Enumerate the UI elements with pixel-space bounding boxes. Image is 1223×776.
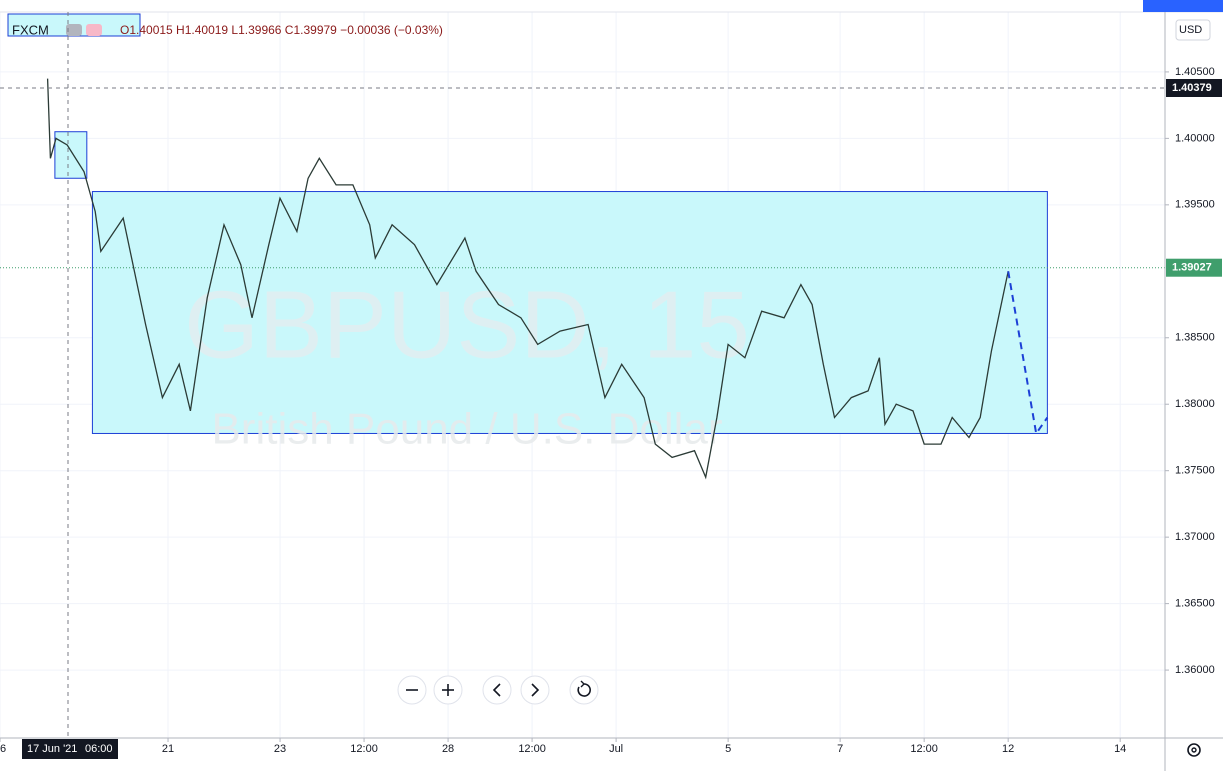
legend-button[interactable] <box>66 24 82 36</box>
toolbar-button[interactable] <box>1143 0 1223 12</box>
price-tag-label: 1.40379 <box>1172 82 1212 94</box>
x-tick-label: 12:00 <box>350 743 378 755</box>
watermark: GBPUSD, 15 <box>184 271 750 378</box>
price-line <box>46 78 1009 480</box>
ohlc: O1.40015 H1.40019 L1.39966 C1.39979 −0.0… <box>120 23 443 37</box>
x-tick-label: 12 <box>1002 743 1014 755</box>
settings-icon[interactable] <box>1187 743 1201 757</box>
watermark-subtitle: British Pound / U.S. Dollar <box>211 405 722 454</box>
zoom-in-button[interactable] <box>433 675 463 705</box>
legend-button[interactable] <box>86 24 102 36</box>
crosshair-date: 17 Jun '21 <box>27 743 77 755</box>
time-axis: 6 21 23 12:00 28 12:00 Jul 5 7 12:00 12 14 <box>0 738 1126 755</box>
plot <box>0 78 1165 480</box>
price-tag-label: 1.39027 <box>1172 262 1212 274</box>
y-tick-label: 1.39500 <box>1175 199 1215 211</box>
currency: USD <box>1179 24 1202 36</box>
x-tick-label: 6 <box>0 743 6 755</box>
y-tick-label: 1.38500 <box>1175 332 1215 344</box>
x-tick-label: 28 <box>442 743 454 755</box>
toolbar <box>0 0 1165 12</box>
y-tick-label: 1.37500 <box>1175 465 1215 477</box>
x-tick-label: 21 <box>162 743 174 755</box>
scroll-left-button[interactable] <box>482 675 512 705</box>
y-tick-label: 1.38000 <box>1175 398 1215 410</box>
x-tick-label: 14 <box>1114 743 1126 755</box>
range-box <box>91 191 1048 434</box>
y-tick-label: 1.37000 <box>1175 531 1215 543</box>
scroll-right-button[interactable] <box>520 675 550 705</box>
crosshair-label-bg <box>22 739 118 759</box>
crosshair-time: 06:00 <box>85 743 113 755</box>
x-tick-label: Jul <box>609 743 623 755</box>
y-tick-label: 1.40000 <box>1175 132 1215 144</box>
drawings <box>54 131 1048 434</box>
price-tag <box>1166 78 1222 97</box>
price-tag <box>1166 258 1222 277</box>
x-tick-label: 12:00 <box>910 743 938 755</box>
zoom-out-button[interactable] <box>397 675 427 705</box>
x-tick-label: 5 <box>725 743 731 755</box>
x-tick-label: 7 <box>837 743 843 755</box>
range-box <box>54 131 88 179</box>
y-tick-label: 1.36500 <box>1175 598 1215 610</box>
price-axis: 1.36000 1.36500 1.37000 1.37500 1.38000 1.385… <box>1165 66 1222 676</box>
reset-button[interactable] <box>569 675 599 705</box>
x-tick-label: 23 <box>274 743 286 755</box>
y-tick-label: 1.36000 <box>1175 664 1215 676</box>
projection-arrow <box>1007 271 1049 437</box>
currency-button[interactable] <box>1175 19 1211 41</box>
x-tick-label: 12:00 <box>518 743 546 755</box>
y-tick-label: 1.40500 <box>1175 66 1215 78</box>
symbol: FXCM <box>12 22 49 37</box>
